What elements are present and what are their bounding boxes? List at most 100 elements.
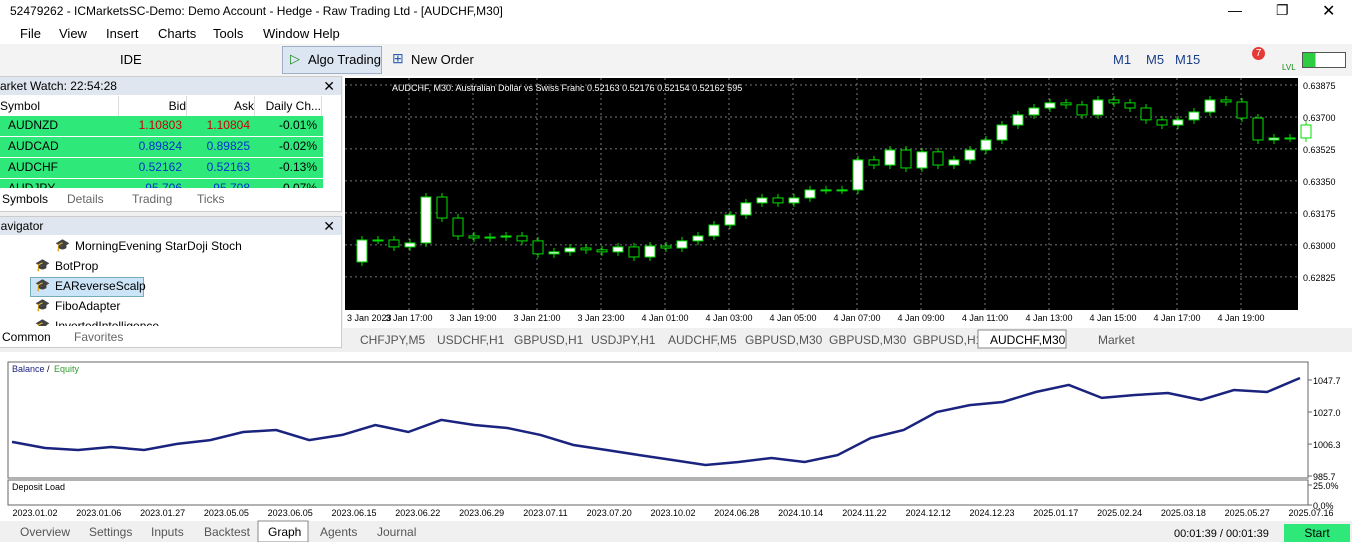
chart-tab[interactable]: AUDCHF,M5: [668, 333, 737, 347]
nav-item[interactable]: EAReverseScalp: [55, 279, 146, 293]
menu-item[interactable]: Charts: [158, 26, 197, 41]
mw-column[interactable]: Symbol: [0, 96, 119, 116]
x-tick-label: 4 Jan 03:00: [705, 313, 752, 323]
x-tick-label: 4 Jan 09:00: [897, 313, 944, 323]
load-frame: [7, 479, 1309, 506]
mw-cell: 0.52163: [206, 160, 250, 174]
y-tick-label: 0.63350: [1303, 177, 1336, 187]
mw-row[interactable]: [0, 158, 323, 178]
mw-cell: AUDJPY: [8, 181, 56, 188]
chart-tab[interactable]: CHFJPY,M5: [360, 333, 425, 347]
tester-tab[interactable]: Agents: [320, 525, 357, 539]
menu-item[interactable]: View: [59, 26, 87, 41]
y-tick-label: 0.63525: [1303, 145, 1336, 155]
x-tick-label: 3 Jan 23:00: [577, 313, 624, 323]
candle-body: [548, 251, 560, 255]
start-button[interactable]: Start: [1304, 526, 1330, 540]
candle-body: [868, 159, 880, 166]
nav-title: Navigator: [0, 219, 44, 233]
start-button-bg[interactable]: [1284, 524, 1350, 542]
chart-tab[interactable]: GBPUSD,H1: [514, 333, 584, 347]
candle-body: [468, 235, 480, 239]
tester-tab[interactable]: Backtest: [204, 525, 251, 539]
chart-tab[interactable]: AUDCHF,M30: [990, 333, 1066, 347]
tester-tab[interactable]: Graph: [268, 525, 301, 539]
legend-sep: /: [47, 364, 50, 374]
mw-cell: 1.10803: [138, 118, 182, 132]
nav-icon: 🎓: [55, 238, 70, 252]
candle-body: [1076, 104, 1088, 116]
x-tick-label: 2023.06.05: [268, 508, 313, 518]
mw-row[interactable]: [0, 116, 323, 136]
nav-close[interactable]: ✕: [323, 218, 335, 234]
chart-tab[interactable]: Market: [1098, 333, 1135, 347]
mw-column[interactable]: Daily Ch...: [255, 96, 322, 116]
mw-tab[interactable]: Symbols: [2, 192, 49, 206]
maximize[interactable]: ❐: [1276, 2, 1289, 18]
level-meter: [1302, 52, 1346, 68]
mw-row[interactable]: [0, 179, 323, 188]
chart-tab[interactable]: GBPUSD,M30: [745, 333, 823, 347]
x-tick-label: 2024.06.28: [714, 508, 759, 518]
chart-tab[interactable]: GBPUSD,H1: [913, 333, 983, 347]
lvl-label: LVL: [1282, 63, 1296, 72]
candle-body: [1092, 99, 1104, 116]
chart-tab[interactable]: GBPUSD,M30: [829, 333, 907, 347]
nav-item[interactable]: FiboAdapter: [55, 299, 121, 313]
active-tab: [977, 329, 1067, 349]
nav-item[interactable]: MorningEvening StarDoji Stoch: [75, 239, 242, 253]
mw-row[interactable]: [0, 137, 323, 157]
mw-cell: AUDCAD: [8, 139, 59, 153]
mw-tab[interactable]: Trading: [132, 192, 173, 206]
candle-body: [788, 197, 800, 204]
close[interactable]: ✕: [1322, 3, 1336, 20]
market-watch: Market Watch: 22:54:28 ✕ Symbol Bid Ask Dai…: [0, 76, 342, 212]
nav-tab[interactable]: Common: [2, 330, 51, 344]
nav-tab[interactable]: Favorites: [74, 330, 124, 344]
tf-m15[interactable]: M15: [1175, 52, 1201, 67]
tf-m5[interactable]: M5: [1146, 52, 1165, 67]
mw-cell: 0.89824: [138, 139, 182, 153]
menu-item[interactable]: Help: [313, 26, 340, 41]
menu-item[interactable]: Window: [263, 26, 310, 41]
chart-tab[interactable]: USDJPY,H1: [591, 333, 656, 347]
chart-tab[interactable]: USDCHF,H1: [437, 333, 505, 347]
candle-body: [484, 236, 496, 239]
candle-body: [836, 189, 848, 192]
mw-tab[interactable]: Ticks: [197, 192, 225, 206]
minimize[interactable]: —: [1228, 2, 1242, 18]
new-order-button[interactable]: New Order: [411, 52, 474, 67]
nav-item[interactable]: BotProp: [55, 259, 99, 273]
x-tick-label: 2023.06.29: [459, 508, 504, 518]
tester-tab[interactable]: Journal: [377, 525, 416, 539]
nav-tabs: Common Favorites: [0, 328, 341, 346]
candle-body: [724, 214, 736, 226]
menu-item[interactable]: Insert: [106, 26, 139, 41]
candle-body: [596, 249, 608, 253]
candle-body: [916, 151, 928, 169]
x-tick-label: 2024.10.14: [778, 508, 823, 518]
y-tick-label: 0.63700: [1303, 113, 1336, 123]
tester-tab[interactable]: Inputs: [151, 525, 184, 539]
active-tab: [257, 520, 309, 542]
tf-m1[interactable]: M1: [1113, 52, 1132, 67]
menu-item[interactable]: File: [20, 26, 41, 41]
y-tick-label: 0.63875: [1303, 81, 1336, 91]
mw-close[interactable]: ✕: [323, 78, 335, 94]
tester-tab[interactable]: Overview: [20, 525, 70, 539]
tester-tab[interactable]: Settings: [89, 525, 132, 539]
order-icon: ⊞: [392, 50, 404, 66]
menu-bar: File View Insert Charts Tools Window Help: [0, 22, 1352, 44]
x-tick-label: 2023.06.22: [395, 508, 440, 518]
mw-cell: AUDNZD: [8, 118, 58, 132]
mw-column[interactable]: Bid: [120, 96, 187, 116]
candle-body: [1252, 117, 1264, 141]
nav-tree: 🎓 MorningEvening StarDoji Stoch 🎓 BotProp 🎓 E…: [0, 236, 323, 326]
algo-trading-button[interactable]: Algo Trading: [308, 52, 381, 67]
mw-column[interactable]: Ask: [188, 96, 255, 116]
menu-item[interactable]: Tools: [213, 26, 244, 41]
candle-body: [1188, 111, 1200, 121]
nav-item[interactable]: InvertedIntelligence: [55, 319, 160, 326]
ide-button[interactable]: IDE: [120, 52, 142, 67]
mw-tab[interactable]: Details: [67, 192, 104, 206]
